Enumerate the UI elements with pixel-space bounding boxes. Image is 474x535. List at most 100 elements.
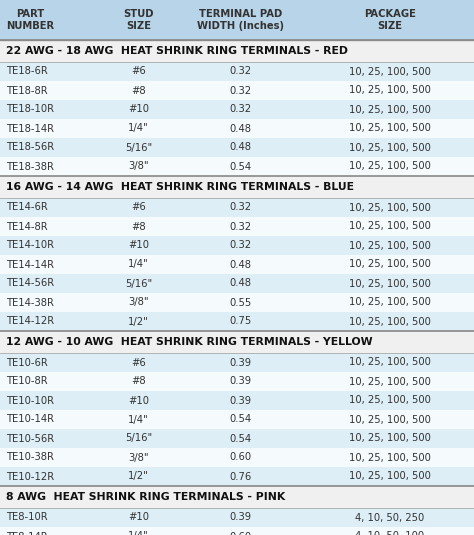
Text: 10, 25, 100, 500: 10, 25, 100, 500 [349, 395, 431, 406]
Text: 1/4": 1/4" [128, 124, 149, 134]
Text: 0.39: 0.39 [229, 377, 252, 386]
Text: TE10-6R: TE10-6R [6, 357, 48, 368]
Text: 3/8": 3/8" [128, 453, 149, 462]
Text: 0.39: 0.39 [229, 513, 252, 523]
Text: TE14-10R: TE14-10R [6, 241, 54, 250]
Bar [0, 40, 474, 62]
Text: TE18-10R: TE18-10R [6, 104, 54, 114]
Text: TERMINAL PAD
WIDTH (Inches): TERMINAL PAD WIDTH (Inches) [197, 9, 284, 31]
Bar [0, 391, 474, 410]
Text: 10, 25, 100, 500: 10, 25, 100, 500 [349, 86, 431, 96]
Bar [0, 81, 474, 100]
Text: 12 AWG - 10 AWG  HEAT SHRINK RING TERMINALS - YELLOW: 12 AWG - 10 AWG HEAT SHRINK RING TERMINA… [6, 337, 373, 347]
Text: TE10-12R: TE10-12R [6, 471, 54, 482]
Text: 0.54: 0.54 [229, 433, 252, 444]
Text: #6: #6 [131, 203, 146, 212]
Text: 10, 25, 100, 500: 10, 25, 100, 500 [349, 471, 431, 482]
Text: 10, 25, 100, 500: 10, 25, 100, 500 [349, 124, 431, 134]
Text: 3/8": 3/8" [128, 162, 149, 172]
Text: 10, 25, 100, 500: 10, 25, 100, 500 [349, 66, 431, 77]
Bar [0, 255, 474, 274]
Text: TE8-10R: TE8-10R [6, 513, 47, 523]
Text: 0.32: 0.32 [229, 241, 252, 250]
Text: 10, 25, 100, 500: 10, 25, 100, 500 [349, 297, 431, 308]
Bar [0, 486, 474, 508]
Text: TE18-56R: TE18-56R [6, 142, 54, 152]
Text: TE14-8R: TE14-8R [6, 221, 47, 232]
Text: #6: #6 [131, 66, 146, 77]
Text: TE10-14R: TE10-14R [6, 415, 54, 424]
Bar [0, 119, 474, 138]
Text: 8 AWG  HEAT SHRINK RING TERMINALS - PINK: 8 AWG HEAT SHRINK RING TERMINALS - PINK [6, 492, 285, 502]
Text: #10: #10 [128, 513, 149, 523]
Text: TE8-14R: TE8-14R [6, 531, 47, 535]
Text: TE18-14R: TE18-14R [6, 124, 54, 134]
Text: TE18-8R: TE18-8R [6, 86, 47, 96]
Text: 5/16": 5/16" [125, 279, 152, 288]
Text: #8: #8 [131, 86, 146, 96]
Text: 10, 25, 100, 500: 10, 25, 100, 500 [349, 104, 431, 114]
Text: 0.39: 0.39 [229, 357, 252, 368]
Text: 5/16": 5/16" [125, 142, 152, 152]
Text: 10, 25, 100, 500: 10, 25, 100, 500 [349, 279, 431, 288]
Bar [0, 274, 474, 293]
Bar [0, 429, 474, 448]
Text: 10, 25, 100, 500: 10, 25, 100, 500 [349, 203, 431, 212]
Text: #6: #6 [131, 357, 146, 368]
Text: PACKAGE
SIZE: PACKAGE SIZE [364, 9, 416, 31]
Text: #10: #10 [128, 104, 149, 114]
Bar [0, 527, 474, 535]
Bar [0, 217, 474, 236]
Bar [0, 448, 474, 467]
Text: TE14-56R: TE14-56R [6, 279, 54, 288]
Text: 22 AWG - 18 AWG  HEAT SHRINK RING TERMINALS - RED: 22 AWG - 18 AWG HEAT SHRINK RING TERMINA… [6, 46, 348, 56]
Text: #10: #10 [128, 241, 149, 250]
Text: 3/8": 3/8" [128, 297, 149, 308]
Text: 0.55: 0.55 [229, 297, 252, 308]
Text: TE14-38R: TE14-38R [6, 297, 54, 308]
Text: 0.48: 0.48 [229, 124, 252, 134]
Text: 0.60: 0.60 [229, 531, 252, 535]
Text: TE10-38R: TE10-38R [6, 453, 54, 462]
Text: 10, 25, 100, 500: 10, 25, 100, 500 [349, 142, 431, 152]
Bar [0, 100, 474, 119]
Bar [0, 467, 474, 486]
Text: 10, 25, 100, 500: 10, 25, 100, 500 [349, 259, 431, 270]
Text: #10: #10 [128, 395, 149, 406]
Text: 0.32: 0.32 [229, 221, 252, 232]
Text: 1/4": 1/4" [128, 415, 149, 424]
Text: 0.54: 0.54 [229, 415, 252, 424]
Text: 10, 25, 100, 500: 10, 25, 100, 500 [349, 317, 431, 326]
Bar [0, 198, 474, 217]
Text: TE10-10R: TE10-10R [6, 395, 54, 406]
Bar [0, 236, 474, 255]
Text: 10, 25, 100, 500: 10, 25, 100, 500 [349, 377, 431, 386]
Bar [0, 157, 474, 176]
Text: 10, 25, 100, 500: 10, 25, 100, 500 [349, 357, 431, 368]
Text: 16 AWG - 14 AWG  HEAT SHRINK RING TERMINALS - BLUE: 16 AWG - 14 AWG HEAT SHRINK RING TERMINA… [6, 182, 354, 192]
Text: 1/2": 1/2" [128, 471, 149, 482]
Text: 4, 10, 50, 100: 4, 10, 50, 100 [356, 531, 424, 535]
Bar [0, 372, 474, 391]
Bar [0, 0, 474, 40]
Text: 0.76: 0.76 [229, 471, 252, 482]
Text: TE14-6R: TE14-6R [6, 203, 48, 212]
Text: TE18-6R: TE18-6R [6, 66, 48, 77]
Bar [0, 331, 474, 353]
Text: STUD
SIZE: STUD SIZE [123, 9, 154, 31]
Bar [0, 62, 474, 81]
Text: 10, 25, 100, 500: 10, 25, 100, 500 [349, 433, 431, 444]
Text: 0.54: 0.54 [229, 162, 252, 172]
Text: TE10-56R: TE10-56R [6, 433, 54, 444]
Text: 0.75: 0.75 [229, 317, 252, 326]
Text: 0.32: 0.32 [229, 104, 252, 114]
Text: 1/4": 1/4" [128, 259, 149, 270]
Text: 5/16": 5/16" [125, 433, 152, 444]
Text: 10, 25, 100, 500: 10, 25, 100, 500 [349, 162, 431, 172]
Text: 0.48: 0.48 [229, 259, 252, 270]
Text: 0.39: 0.39 [229, 395, 252, 406]
Bar [0, 312, 474, 331]
Text: 0.48: 0.48 [229, 142, 252, 152]
Bar [0, 508, 474, 527]
Text: 4, 10, 50, 250: 4, 10, 50, 250 [355, 513, 425, 523]
